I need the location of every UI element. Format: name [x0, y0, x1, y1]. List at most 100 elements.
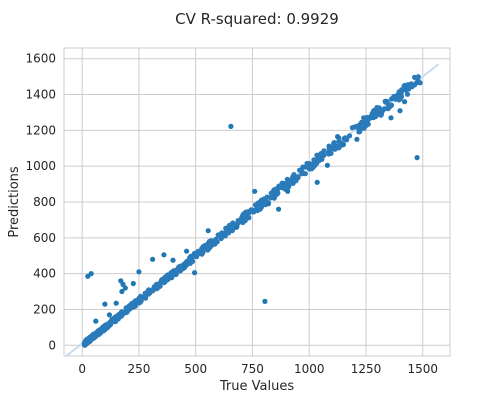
data-point [226, 227, 233, 233]
y-axis-label: Predictions [7, 166, 22, 238]
data-point [175, 268, 181, 274]
data-point [123, 305, 129, 311]
data-point [234, 224, 240, 230]
data-point [347, 133, 353, 139]
data-point [400, 86, 407, 92]
data-point [388, 115, 394, 121]
y-tick-label: 1400 [25, 88, 56, 102]
data-point [349, 125, 355, 131]
data-point [194, 252, 200, 258]
data-point [150, 286, 157, 292]
data-point [295, 174, 301, 180]
y-tick-label: 200 [33, 302, 56, 316]
data-point [228, 123, 234, 129]
x-tick-label: 0 [78, 362, 86, 376]
data-point [364, 115, 370, 121]
data-point [130, 280, 136, 287]
data-point [136, 269, 142, 275]
data-point [136, 300, 143, 306]
data-point [326, 143, 332, 149]
data-point [150, 256, 156, 262]
data-point [252, 188, 258, 194]
data-point [250, 209, 256, 215]
data-point [389, 96, 395, 102]
data-point [204, 242, 210, 249]
y-tick-label: 600 [33, 231, 56, 245]
data-point [157, 283, 163, 289]
data-point [122, 285, 128, 291]
data-point [357, 129, 363, 135]
data-point [300, 164, 306, 170]
data-point [324, 162, 330, 168]
x-tick-label: 750 [241, 362, 264, 376]
data-point [104, 324, 110, 330]
data-point [404, 91, 411, 97]
data-point [119, 288, 125, 295]
x-tick-label: 250 [127, 362, 150, 376]
x-axis-label: True Values [219, 379, 294, 394]
data-point [132, 298, 138, 304]
data-point [276, 185, 282, 191]
data-point [298, 168, 305, 174]
data-point [95, 329, 101, 335]
data-point [397, 108, 403, 114]
data-point [262, 298, 268, 304]
y-tick-label: 400 [33, 267, 56, 281]
data-point [215, 232, 221, 238]
data-point [205, 228, 211, 234]
y-tick-label: 800 [33, 195, 56, 209]
data-point [283, 184, 289, 190]
data-point [381, 106, 387, 112]
x-tick-label: 1500 [407, 362, 438, 376]
data-point [382, 99, 389, 105]
data-point [265, 201, 271, 207]
data-point [309, 166, 315, 172]
y-tick-labels: 0 200 400 600 800 1000 1200 1400 1600 [25, 52, 56, 353]
data-point [102, 301, 108, 307]
data-point [373, 113, 379, 119]
y-tick-label: 1000 [25, 159, 56, 173]
data-point [276, 206, 282, 212]
chart-title: CV R-squared: 0.9929 [175, 10, 339, 28]
data-point [316, 153, 322, 159]
data-point [369, 110, 375, 116]
data-point [226, 222, 233, 228]
data-point [378, 109, 384, 115]
data-point [184, 248, 190, 254]
data-point [374, 106, 380, 112]
data-point [82, 342, 88, 348]
grid [64, 48, 450, 356]
data-point [261, 197, 267, 203]
data-point [314, 179, 320, 185]
data-point [404, 83, 410, 89]
data-point [415, 74, 421, 80]
data-point [91, 332, 98, 338]
data-point [113, 300, 119, 306]
data-point [328, 150, 334, 156]
data-point [354, 136, 360, 142]
data-point [331, 140, 337, 146]
data-point [412, 82, 418, 88]
x-tick-label: 1000 [294, 362, 325, 376]
data-point [163, 274, 169, 280]
data-point [388, 102, 395, 108]
data-point [117, 311, 123, 317]
data-point [99, 326, 106, 332]
data-point [87, 337, 93, 343]
y-tick-label: 0 [48, 338, 56, 352]
data-point [223, 230, 229, 236]
plot-area [63, 47, 451, 357]
data-point [160, 278, 166, 284]
data-point [138, 296, 144, 302]
data-point [170, 257, 176, 263]
data-point [161, 252, 167, 258]
data-point [240, 212, 246, 218]
data-point [169, 274, 175, 280]
x-tick-label: 1250 [351, 362, 382, 376]
data-points [81, 74, 423, 348]
data-point [258, 204, 264, 210]
data-point [208, 238, 214, 244]
data-point [335, 134, 341, 140]
data-point [306, 160, 312, 167]
